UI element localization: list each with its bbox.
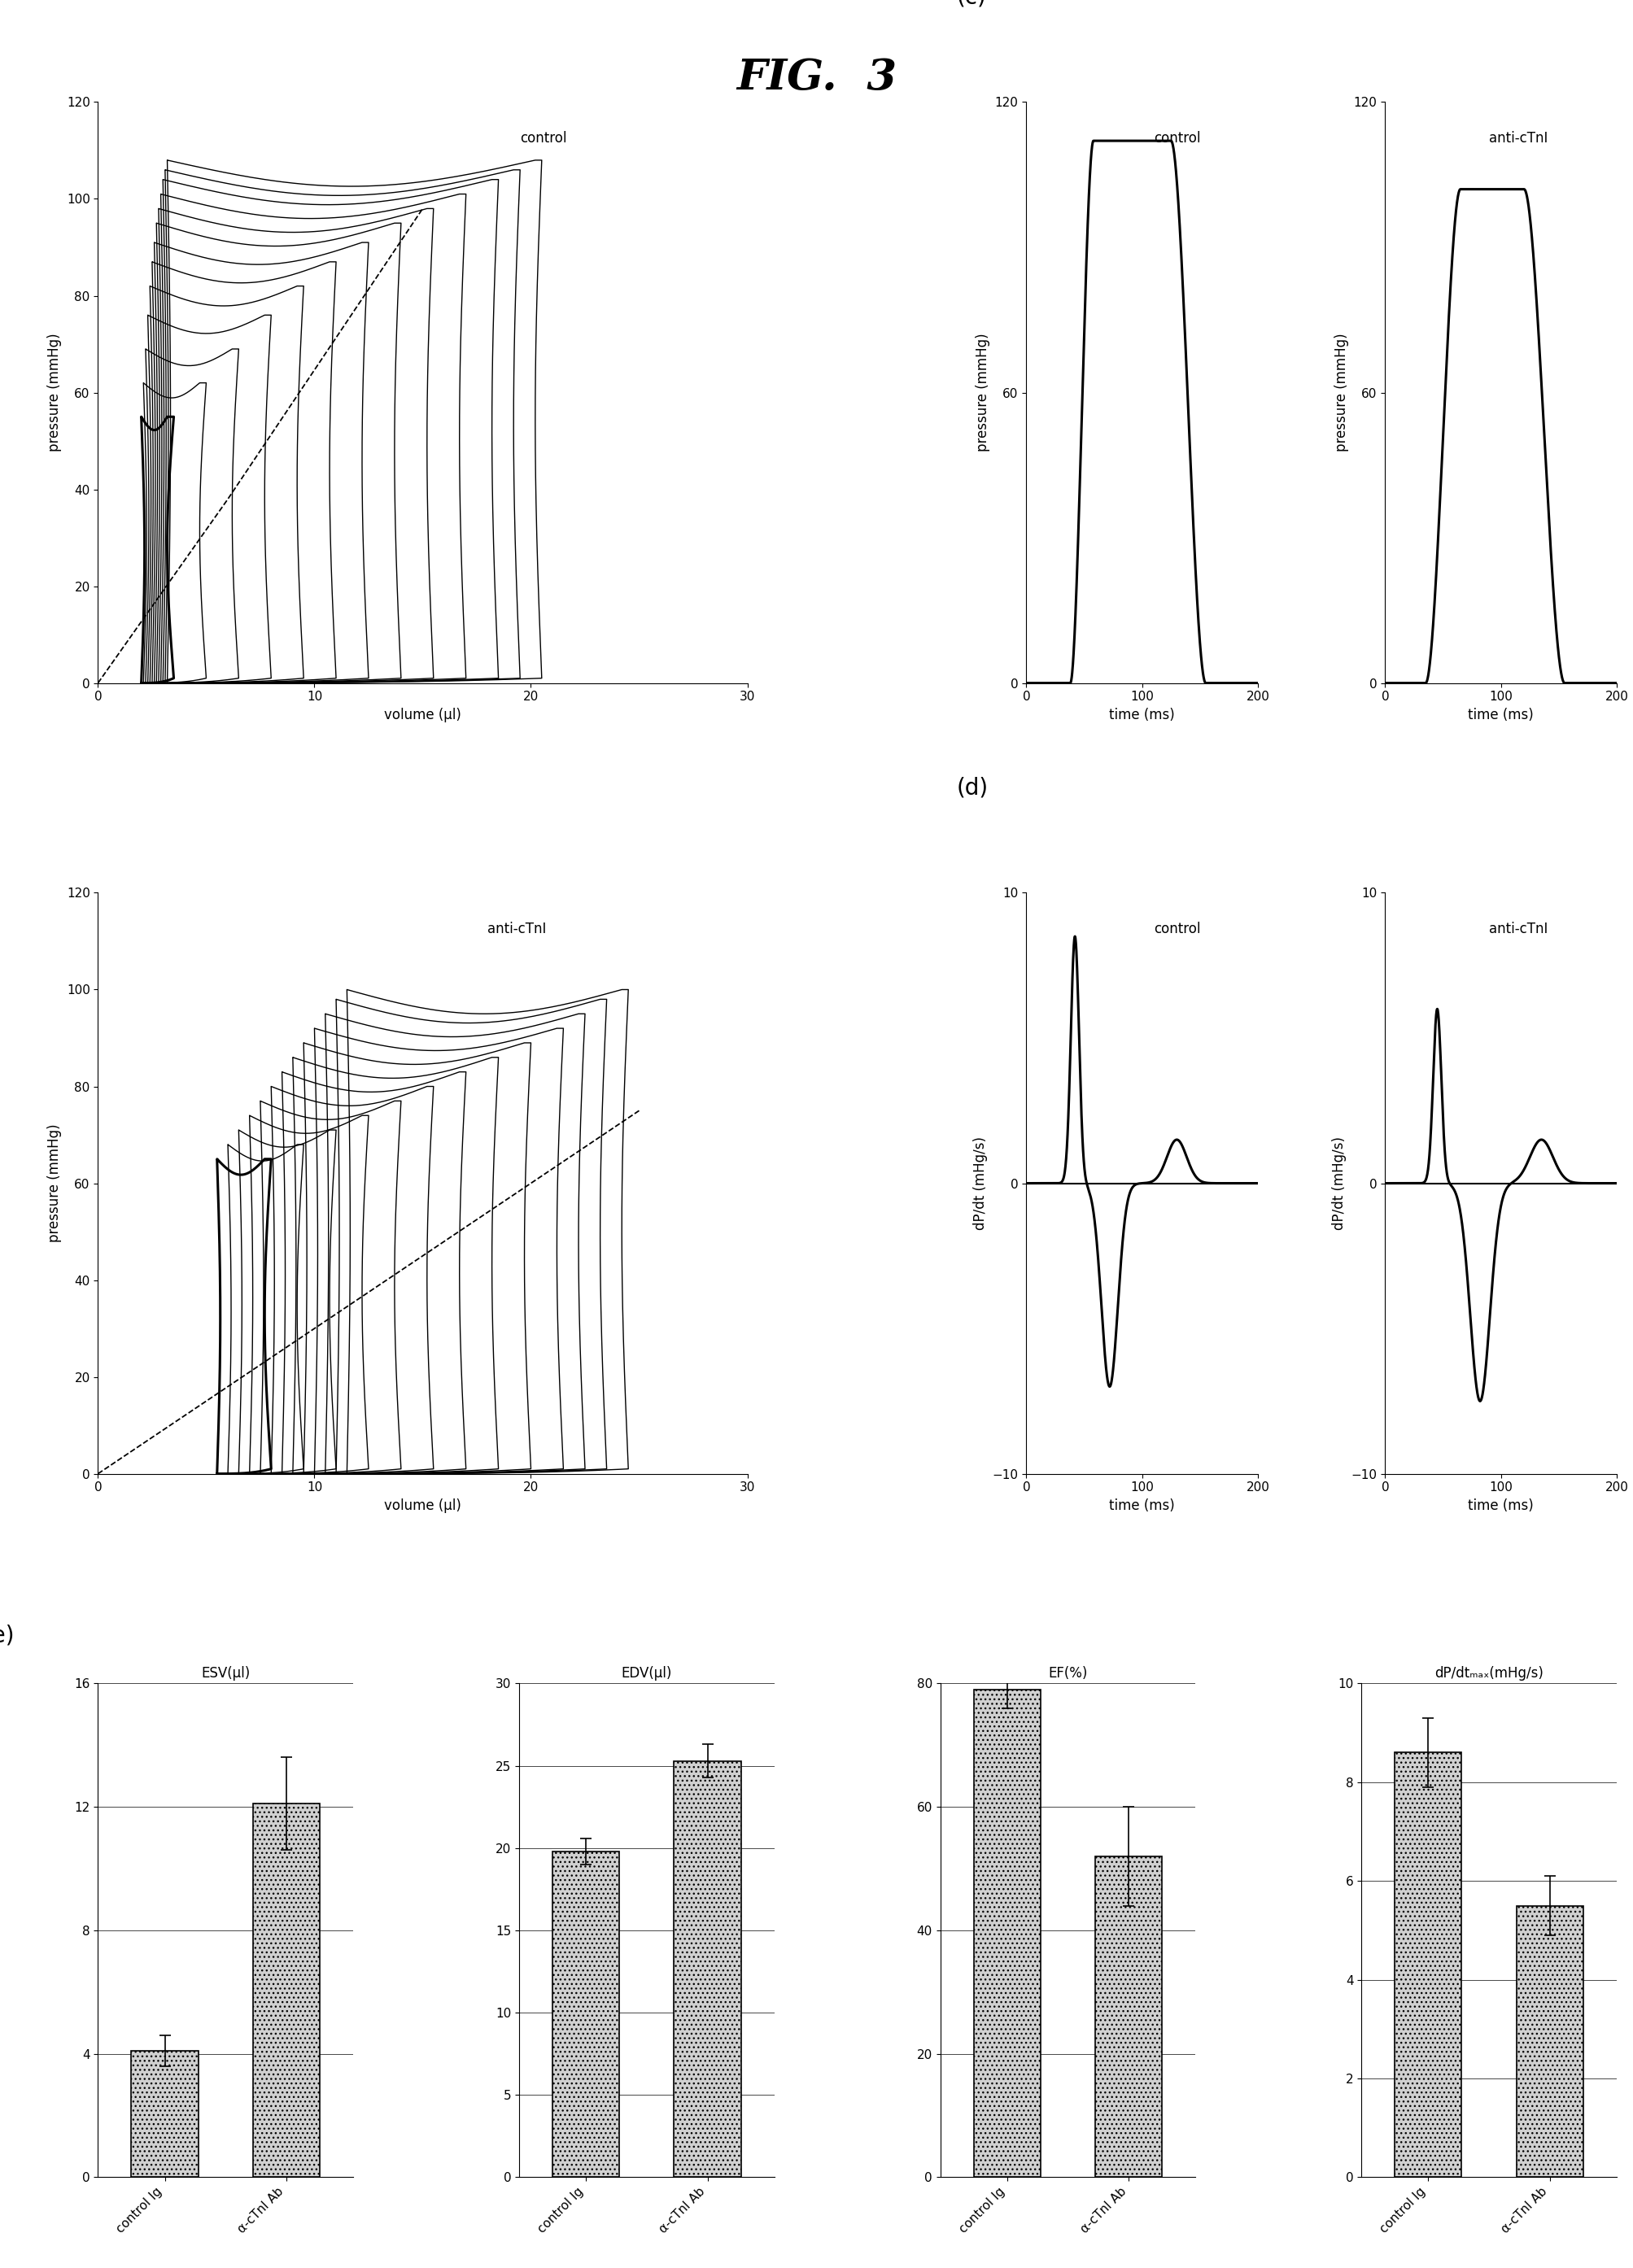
X-axis label: volume (μl): volume (μl) bbox=[384, 1499, 461, 1513]
Text: anti-cTnI: anti-cTnI bbox=[1489, 132, 1548, 145]
Text: anti-cTnI: anti-cTnI bbox=[1489, 923, 1548, 937]
Title: ESV(μl): ESV(μl) bbox=[201, 1667, 250, 1681]
Y-axis label: pressure (mmHg): pressure (mmHg) bbox=[47, 333, 62, 451]
Text: (e): (e) bbox=[0, 1624, 15, 1647]
Y-axis label: pressure (mmHg): pressure (mmHg) bbox=[1334, 333, 1349, 451]
Y-axis label: pressure (mmHg): pressure (mmHg) bbox=[47, 1125, 62, 1243]
Text: control: control bbox=[1153, 923, 1200, 937]
Bar bbox=[973, 1690, 1040, 2177]
X-axis label: time (ms): time (ms) bbox=[1468, 708, 1533, 721]
X-axis label: time (ms): time (ms) bbox=[1468, 1499, 1533, 1513]
Text: (d): (d) bbox=[957, 776, 988, 798]
Bar bbox=[131, 2050, 198, 2177]
Title: EF(%): EF(%) bbox=[1048, 1667, 1088, 1681]
Bar bbox=[674, 1760, 741, 2177]
Bar bbox=[1395, 1753, 1462, 2177]
Text: control: control bbox=[1153, 132, 1200, 145]
Y-axis label: pressure (mmHg): pressure (mmHg) bbox=[977, 333, 990, 451]
X-axis label: time (ms): time (ms) bbox=[1109, 708, 1174, 721]
Bar bbox=[1096, 1855, 1163, 2177]
Title: dP/dtₘₐₓ(mHg/s): dP/dtₘₐₓ(mHg/s) bbox=[1434, 1667, 1543, 1681]
Y-axis label: dP/dt (mHg/s): dP/dt (mHg/s) bbox=[1333, 1136, 1347, 1229]
Title: EDV(μl): EDV(μl) bbox=[622, 1667, 673, 1681]
Bar bbox=[253, 1803, 320, 2177]
Text: (c): (c) bbox=[957, 0, 986, 9]
Bar bbox=[1517, 1905, 1584, 2177]
Text: anti-cTnI: anti-cTnI bbox=[488, 923, 547, 937]
Y-axis label: dP/dt (mHg/s): dP/dt (mHg/s) bbox=[973, 1136, 988, 1229]
X-axis label: volume (μl): volume (μl) bbox=[384, 708, 461, 721]
Text: control: control bbox=[519, 132, 567, 145]
X-axis label: time (ms): time (ms) bbox=[1109, 1499, 1174, 1513]
Bar bbox=[552, 1851, 619, 2177]
Text: FIG.  3: FIG. 3 bbox=[736, 57, 897, 98]
